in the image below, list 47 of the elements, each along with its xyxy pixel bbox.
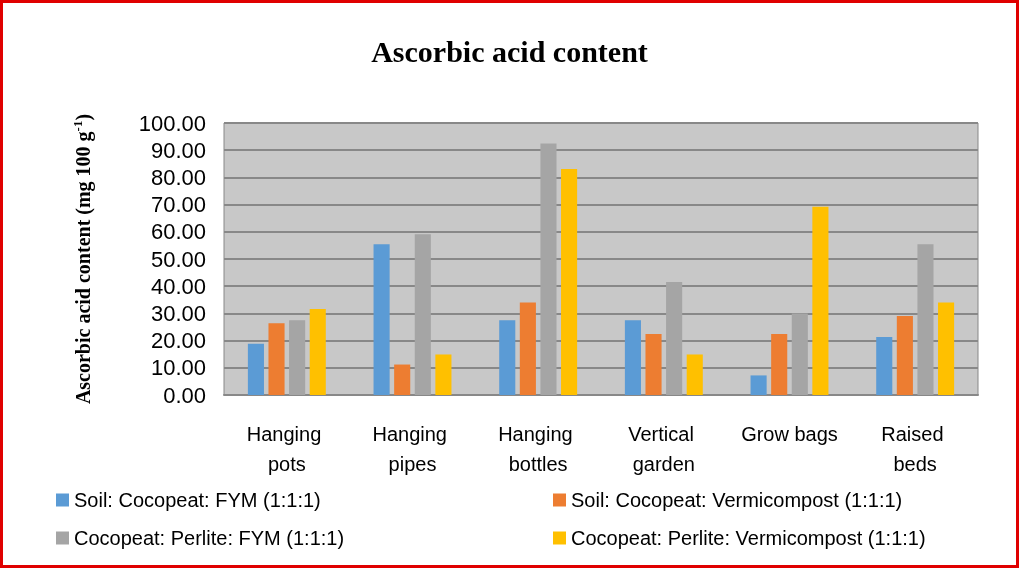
- x-tick-label: Hanging bottles: [498, 423, 579, 475]
- bar: [876, 337, 893, 395]
- legend-label: Cocopeat: Perlite: FYM (1:1:1): [74, 527, 345, 549]
- bar: [624, 320, 641, 395]
- bar: [540, 143, 557, 395]
- bar: [435, 354, 452, 395]
- bar: [561, 168, 578, 395]
- y-tick-label: 60.00: [150, 219, 206, 245]
- legend-label: Soil: Cocopeat: FYM (1:1:1): [74, 489, 321, 511]
- y-tick-label: 10.00: [150, 355, 206, 381]
- bar: [917, 244, 934, 395]
- y-tick-label: 20.00: [150, 328, 206, 354]
- legend-label: Soil: Cocopeat: Vermicompost (1:1:1): [571, 489, 903, 511]
- x-tick-label: Grow bags: [741, 423, 838, 445]
- bar: [289, 320, 306, 395]
- bar: [519, 302, 536, 395]
- bar: [771, 334, 788, 395]
- y-axis-title: Ascorbic acid content (mg 100 g-1): [70, 113, 95, 405]
- x-tick-label: Hanging pots: [246, 423, 327, 475]
- bar: [309, 309, 326, 395]
- x-tick-label: Hanging pipes: [372, 423, 453, 475]
- bar: [499, 320, 516, 395]
- bar: [812, 206, 829, 395]
- bar: [414, 234, 431, 395]
- bar: [938, 302, 955, 395]
- y-tick-label: 0.00: [163, 382, 206, 408]
- y-tick-label: 50.00: [150, 246, 206, 272]
- y-tick-label: 100.00: [138, 110, 206, 136]
- bar: [373, 244, 390, 395]
- bar: [896, 316, 913, 395]
- chart-title: Ascorbic acid content: [371, 34, 648, 68]
- x-tick-label: Vertical garden: [628, 423, 700, 475]
- y-tick-label: 30.00: [150, 300, 206, 326]
- bar: [268, 323, 285, 395]
- y-tick-label: 90.00: [150, 137, 206, 163]
- legend-label: Cocopeat: Perlite: Vermicompost (1:1:1): [571, 527, 926, 549]
- bar: [750, 375, 767, 395]
- bar: [645, 334, 662, 395]
- bar: [686, 354, 703, 395]
- bar: [666, 282, 683, 395]
- y-tick-label: 40.00: [150, 273, 206, 299]
- bar: [394, 364, 411, 395]
- bar: [247, 343, 264, 395]
- y-tick-label: 80.00: [150, 164, 206, 190]
- bar: [791, 313, 808, 395]
- y-tick-label: 70.00: [150, 192, 206, 218]
- x-tick-label: Raised beds: [881, 423, 950, 475]
